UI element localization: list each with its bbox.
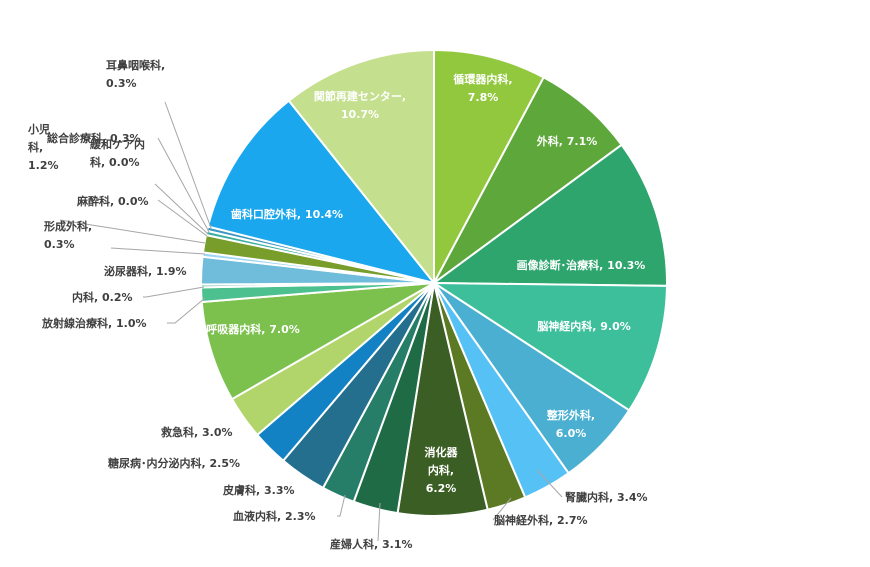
- pie-slice-0: [433, 49, 545, 284]
- leader-line-15: [143, 286, 205, 298]
- slice-label-line: 放射線治療科, 1.0%: [41, 316, 147, 330]
- slice-label-line: 7.8%: [468, 91, 499, 104]
- pie-slice-3: [433, 282, 668, 412]
- slice-label-0: 循環器内科, 7.8%: [453, 72, 512, 104]
- slice-label-24: 関節再建センター, 10.7%: [314, 89, 406, 121]
- slice-label-21: 総合診療科, 0.3%: [47, 131, 141, 145]
- slice-label-line: 外科, 7.1%: [536, 134, 598, 148]
- slice-label-line: 科,: [28, 140, 43, 154]
- slice-label-line: 耳鼻咽喉科,: [106, 58, 165, 72]
- slice-label-line: 整形外科,: [546, 408, 595, 422]
- slice-label-5: 腎臓内科, 3.4%: [565, 490, 648, 504]
- slice-label-7: 消化器内科, 6.2%: [425, 445, 459, 495]
- slice-label-1: 外科, 7.1%: [536, 134, 598, 148]
- leader-line-6: [492, 497, 512, 521]
- slice-label-line: 血液内科, 2.3%: [233, 509, 316, 523]
- leader-line-18: [59, 219, 206, 244]
- slice-label-line: 脳神経外科, 2.7%: [494, 513, 588, 527]
- slice-label-19: 麻酔科, 0.0%: [76, 194, 149, 208]
- pie-slice-2: [433, 143, 668, 287]
- slice-label-9: 血液内科, 2.3%: [233, 509, 316, 523]
- slice-label-18: 小児科, 1.2%: [27, 122, 59, 172]
- slice-label-line: 1.2%: [28, 159, 59, 172]
- slice-label-line: 脳神経内科, 9.0%: [537, 319, 631, 333]
- slice-label-11: 糖尿病･内分泌内科, 2.5%: [108, 456, 240, 470]
- slice-label-line: 0.3%: [44, 238, 75, 251]
- slice-label-12: 救急科, 3.0%: [161, 425, 233, 439]
- slice-label-line: 10.7%: [341, 108, 379, 121]
- slice-label-14: 放射線治療科, 1.0%: [41, 316, 147, 330]
- slice-label-line: 内科,: [428, 463, 454, 477]
- pie-slice-1: [433, 76, 623, 284]
- leader-line-20: [154, 183, 209, 235]
- slice-label-line: 皮膚科, 3.3%: [222, 483, 295, 497]
- leader-line-9: [337, 494, 346, 517]
- leader-line-22: [164, 101, 212, 229]
- pie-slices: [200, 49, 668, 517]
- slice-label-20: 緩和ケア内科, 0.0%: [90, 137, 145, 169]
- slice-label-line: 糖尿病･内分泌内科, 2.5%: [108, 456, 240, 470]
- leader-line-14: [167, 297, 206, 324]
- slice-label-line: 小児: [27, 122, 50, 136]
- slice-label-6: 脳神経外科, 2.7%: [494, 513, 588, 527]
- slice-label-line: 救急科, 3.0%: [161, 425, 233, 439]
- slice-labels: 循環器内科, 7.8% 外科, 7.1% 画像診断･治療科, 10.3% 脳神経内科, …: [27, 58, 648, 551]
- slice-label-8: 産婦人科, 3.1%: [330, 537, 413, 551]
- slice-label-line: 6.0%: [556, 427, 587, 440]
- slice-label-line: 形成外科,: [44, 219, 92, 233]
- pie-slice-24: [287, 49, 435, 284]
- slice-label-16: 泌尿器科, 1.9%: [104, 264, 187, 278]
- slice-label-line: 循環器内科,: [453, 72, 512, 86]
- leader-line-19: [157, 199, 208, 237]
- slice-label-line: 緩和ケア内: [90, 137, 145, 151]
- slice-label-23: 歯科口腔外科, 10.4%: [231, 207, 343, 221]
- slice-label-line: 科, 0.0%: [90, 155, 140, 169]
- slice-label-22: 耳鼻咽喉科, 0.3%: [106, 58, 165, 90]
- slice-label-line: 画像診断･治療科, 10.3%: [517, 258, 646, 272]
- slice-label-line: 泌尿器科, 1.9%: [104, 264, 187, 278]
- slice-label-line: 0.3%: [106, 77, 137, 90]
- leader-line-17: [110, 247, 206, 255]
- slice-label-line: 総合診療科, 0.3%: [47, 131, 141, 145]
- slice-label-line: 関節再建センター,: [314, 89, 406, 103]
- pie-slice-23: [206, 99, 435, 284]
- slice-label-3: 脳神経内科, 9.0%: [537, 319, 631, 333]
- slice-label-line: 消化器: [425, 445, 459, 459]
- leader-line-5: [536, 469, 563, 498]
- leader-line-8: [377, 502, 381, 542]
- leader-lines: [59, 101, 563, 542]
- leader-line-21: [157, 137, 210, 233]
- slice-label-line: 歯科口腔外科, 10.4%: [231, 207, 343, 221]
- slice-label-line: 腎臓内科, 3.4%: [565, 490, 648, 504]
- slice-label-line: 産婦人科, 3.1%: [330, 537, 413, 551]
- pie-slice-13: [200, 282, 435, 401]
- slice-label-line: 6.2%: [426, 482, 457, 495]
- slice-label-15: 内科, 0.2%: [72, 290, 133, 304]
- slice-label-line: 麻酔科, 0.0%: [76, 194, 149, 208]
- slice-label-17: 形成外科, 0.3%: [44, 219, 92, 251]
- slice-label-2: 画像診断･治療科, 10.3%: [517, 258, 646, 272]
- slice-label-4: 整形外科, 6.0%: [546, 408, 595, 440]
- slice-label-line: 内科, 0.2%: [72, 290, 133, 304]
- slice-label-line: 呼吸器内科, 7.0%: [206, 322, 300, 336]
- slice-label-10: 皮膚科, 3.3%: [222, 483, 295, 497]
- slice-label-13: 呼吸器内科, 7.0%: [206, 322, 300, 336]
